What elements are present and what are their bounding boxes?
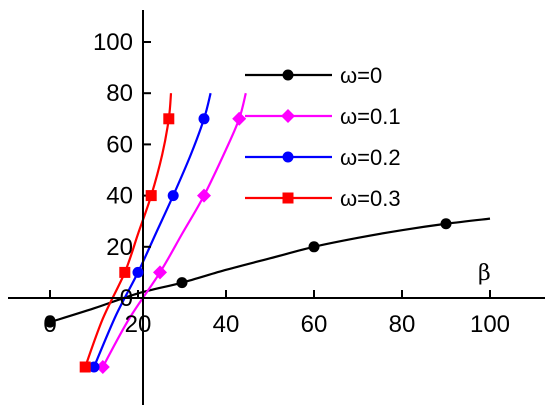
- x-tick-label-1: 20: [125, 311, 152, 338]
- legend-marker-2: [282, 151, 294, 163]
- data-point-s3-0: [79, 361, 91, 373]
- data-point-s1-1: [153, 265, 167, 280]
- data-point-s0-3: [440, 218, 452, 230]
- data-point-s0-1: [176, 277, 188, 289]
- series-markers: [44, 111, 452, 374]
- data-point-s2-0: [88, 361, 100, 373]
- data-point-s3-2: [145, 190, 157, 202]
- legend-marker-1: [281, 109, 295, 123]
- x-tick-label-4: 80: [389, 311, 416, 338]
- data-point-s0-2: [308, 241, 320, 253]
- data-point-s1-0: [95, 360, 110, 374]
- x-tick-label-3: 60: [301, 311, 328, 338]
- data-point-s1-3: [232, 111, 247, 126]
- data-point-s1-2: [197, 188, 211, 203]
- legend-label-3: ω=0.3: [340, 186, 401, 211]
- data-point-s2-1: [132, 266, 144, 278]
- legend-marker-0: [282, 69, 294, 81]
- legend-label-0: ω=0: [340, 63, 382, 88]
- legend: ω=0 ω=0.1 ω=0.2 ω=0.3: [245, 63, 401, 211]
- y-tick-label-1: 20: [106, 234, 133, 261]
- legend-marker-3: [282, 192, 294, 204]
- data-point-s0-0: [44, 316, 56, 328]
- x-axis-label: β: [478, 261, 491, 286]
- data-point-s3-1: [119, 266, 131, 278]
- y-tick-label-4: 80: [106, 80, 133, 107]
- y-tick-label-2: 40: [106, 183, 133, 210]
- x-tick-label-5: 100: [470, 311, 510, 338]
- legend-label-1: ω=0.1: [340, 104, 401, 129]
- axes: 020406080100020406080100: [8, 10, 545, 405]
- y-tick-label-5: 100: [93, 29, 133, 56]
- y-tick-label-3: 60: [106, 131, 133, 158]
- data-point-s3-3: [163, 113, 175, 125]
- x-tick-label-2: 40: [213, 311, 240, 338]
- y-tick-label-0: 0: [120, 285, 133, 312]
- legend-label-2: ω=0.2: [340, 145, 401, 170]
- data-point-s2-2: [167, 190, 179, 202]
- data-point-s2-3: [198, 113, 210, 125]
